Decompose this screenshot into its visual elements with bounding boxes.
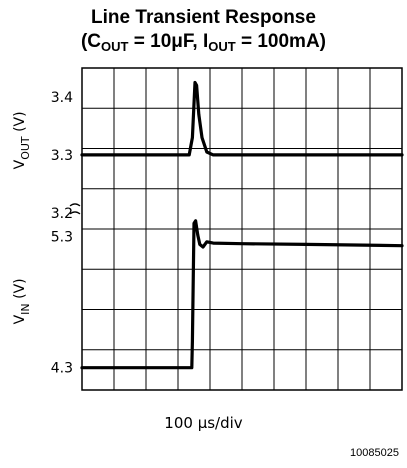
chart-title-line1: Line Transient Response <box>91 7 316 28</box>
title-line2-part-2: = 10μF, I <box>128 31 209 52</box>
vin-trace <box>80 219 404 370</box>
vin-axis-label-sub: IN <box>19 303 32 314</box>
title-line2-part-1: OUT <box>101 39 129 54</box>
title-line2-part-0: (C <box>80 31 102 52</box>
plot-frame <box>81 67 403 391</box>
vout-axis-label-unit: (V) <box>12 111 28 136</box>
vout-axis-label: VOUT (V) <box>12 111 32 169</box>
vout-tick-label: 3.3 <box>51 148 73 164</box>
axis-break-mark <box>69 203 81 207</box>
chart-title-line2: (COUT = 10μF, IOUT = 100mA) <box>0 31 407 58</box>
vin-tick-label: 5.3 <box>51 230 73 246</box>
vout-tick-label: 3.4 <box>51 90 73 106</box>
title-line2-part-3: OUT <box>208 39 236 54</box>
vin-axis-label-main: V <box>12 314 28 324</box>
vout-trace <box>80 80 404 157</box>
vin-tick-label: 4.3 <box>51 361 73 377</box>
vin-axis-label-unit: (V) <box>12 278 28 303</box>
vin-axis-label: VIN (V) <box>12 278 32 324</box>
title-line2-part-4: = 100mA) <box>235 31 326 52</box>
vout-axis-label-main: V <box>12 159 28 169</box>
x-axis-label: 100 μs/div <box>164 414 243 432</box>
vout-axis-label-sub: OUT <box>19 136 32 160</box>
axis-break-mark <box>69 211 81 215</box>
vout-tick-label: 3.2 <box>51 206 73 222</box>
figure-id: 10085025 <box>350 447 399 459</box>
